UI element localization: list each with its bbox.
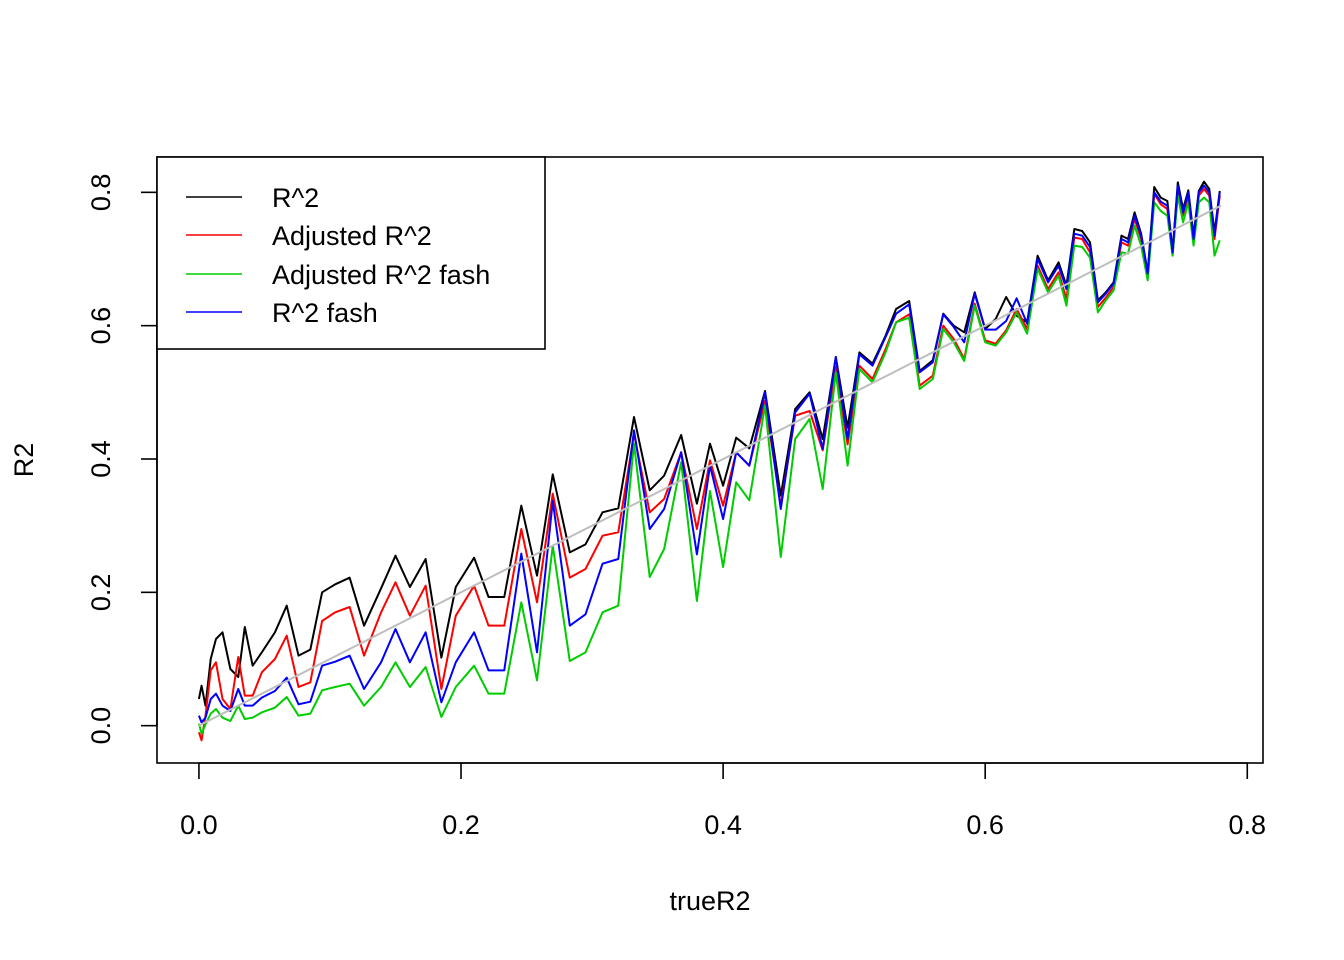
legend-entry-r2-fash: R^2 fash bbox=[186, 298, 378, 328]
legend-label-adjusted-r2-fash: Adjusted R^2 fash bbox=[272, 260, 490, 290]
series-line-adjusted-r2-fash bbox=[197, 194, 1221, 735]
legend-label-r2: R^2 bbox=[272, 183, 319, 213]
legend-label-adjusted-r2: Adjusted R^2 bbox=[272, 221, 432, 251]
y-axis: 0.0 0.2 0.4 0.6 0.8 bbox=[86, 174, 158, 745]
x-tick-label: 0.4 bbox=[704, 810, 742, 840]
y-tick-label: 0.2 bbox=[86, 574, 116, 612]
series-line-r2-fash bbox=[197, 184, 1221, 724]
legend-entry-adjusted-r2-fash: Adjusted R^2 fash bbox=[186, 260, 490, 290]
legend: R^2 Adjusted R^2 Adjusted R^2 fash R^2 f… bbox=[156, 156, 546, 350]
legend-box bbox=[156, 156, 546, 350]
reference-line bbox=[198, 204, 1222, 727]
y-axis-title: R2 bbox=[9, 443, 39, 478]
y-tick-label: 0.8 bbox=[86, 174, 116, 212]
series-layer bbox=[197, 180, 1222, 742]
x-tick-label: 0.6 bbox=[966, 810, 1004, 840]
x-axis: 0.0 0.2 0.4 0.6 0.8 bbox=[180, 762, 1267, 840]
legend-entry-r2: R^2 bbox=[186, 183, 319, 213]
x-tick-label: 0.2 bbox=[442, 810, 480, 840]
y-tick-label: 0.4 bbox=[86, 440, 116, 478]
x-tick-label: 0.0 bbox=[180, 810, 218, 840]
legend-entry-adjusted-r2: Adjusted R^2 bbox=[186, 221, 432, 251]
x-axis-title: trueR2 bbox=[669, 886, 750, 916]
legend-label-r2-fash: R^2 fash bbox=[272, 298, 378, 328]
y-tick-label: 0.6 bbox=[86, 307, 116, 345]
y-tick-label: 0.0 bbox=[86, 707, 116, 745]
x-tick-label: 0.8 bbox=[1229, 810, 1267, 840]
